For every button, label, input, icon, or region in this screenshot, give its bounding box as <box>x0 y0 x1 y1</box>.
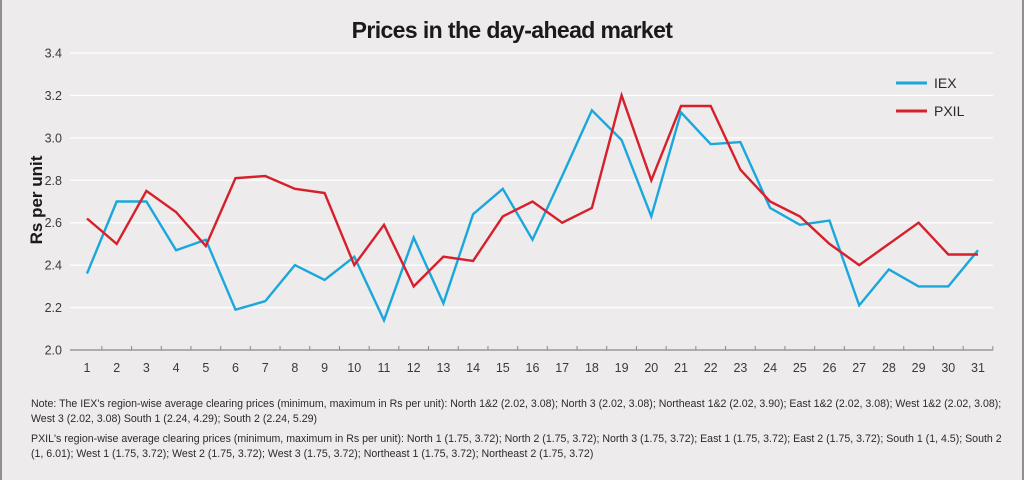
x-tick-label: 2 <box>113 361 120 375</box>
x-tick-label: 29 <box>912 361 926 375</box>
y-axis-label: Rs per unit <box>27 155 46 244</box>
y-tick-label: 2.6 <box>45 216 62 230</box>
x-tick-label: 21 <box>674 361 688 375</box>
x-tick-label: 13 <box>436 361 450 375</box>
x-tick-label: 6 <box>232 361 239 375</box>
chart-title: Prices in the day-ahead market <box>352 17 674 43</box>
y-tick-label: 2.0 <box>45 344 62 358</box>
x-tick-label: 19 <box>615 361 629 375</box>
y-tick-label: 3.2 <box>45 89 62 103</box>
x-tick-label: 8 <box>291 361 298 375</box>
x-tick-label: 10 <box>347 361 361 375</box>
series-line-iex <box>85 108 979 324</box>
pxil-note: PXIL's region-wise average clearing pric… <box>31 433 1002 460</box>
y-tick-label: 3.4 <box>45 47 62 61</box>
y-tick-label: 2.2 <box>45 301 62 315</box>
x-tick-label: 14 <box>466 361 480 375</box>
x-tick-label: 20 <box>644 361 658 375</box>
legend-label-iex: IEX <box>934 75 957 91</box>
x-tick-label: 9 <box>321 361 328 375</box>
x-tick-label: 23 <box>733 361 747 375</box>
chart-notes: Note: The IEX's region-wise average clea… <box>31 397 1016 467</box>
y-tick-label: 2.8 <box>45 174 62 188</box>
x-axis: 1 2 3 4 5 6 7 8 9 10 11 12 13 14 15 16 17 18 19 20 21 22 23 24 2… <box>70 346 994 375</box>
x-tick-label: 25 <box>793 361 807 375</box>
x-tick-label: 27 <box>852 361 866 375</box>
legend-label-pxil: PXIL <box>934 103 965 119</box>
line-chart: Prices in the day-ahead market Rs per un… <box>27 17 994 375</box>
iex-note: Note: The IEX's region-wise average clea… <box>31 398 1002 425</box>
x-tick-label: 26 <box>823 361 837 375</box>
y-axis-ticks: 2.0 2.2 2.4 2.6 2.8 3.0 3.2 3.4 <box>45 47 62 358</box>
y-tick-label: 3.0 <box>45 131 62 145</box>
x-tick-label: 3 <box>143 361 150 375</box>
x-tick-label: 11 <box>378 361 391 375</box>
x-tick-label: 12 <box>407 361 421 375</box>
x-tick-label: 17 <box>555 361 569 375</box>
y-tick-label: 2.4 <box>45 259 62 273</box>
x-tick-label: 24 <box>763 361 777 375</box>
x-tick-label: 28 <box>882 361 896 375</box>
series-lines <box>85 91 979 324</box>
x-tick-label: 22 <box>704 361 718 375</box>
x-tick-label: 1 <box>84 361 91 375</box>
gridlines <box>70 52 993 309</box>
x-tick-label: 16 <box>526 361 540 375</box>
x-tick-label: 7 <box>262 361 269 375</box>
x-tick-label: 30 <box>941 361 955 375</box>
x-tick-label: 5 <box>202 361 209 375</box>
x-tick-label: 15 <box>496 361 510 375</box>
series-line-pxil <box>86 91 978 289</box>
x-tick-label: 4 <box>173 361 180 375</box>
x-tick-label: 18 <box>585 361 599 375</box>
legend: IEX PXIL <box>896 75 965 119</box>
x-tick-label: 31 <box>971 361 985 375</box>
